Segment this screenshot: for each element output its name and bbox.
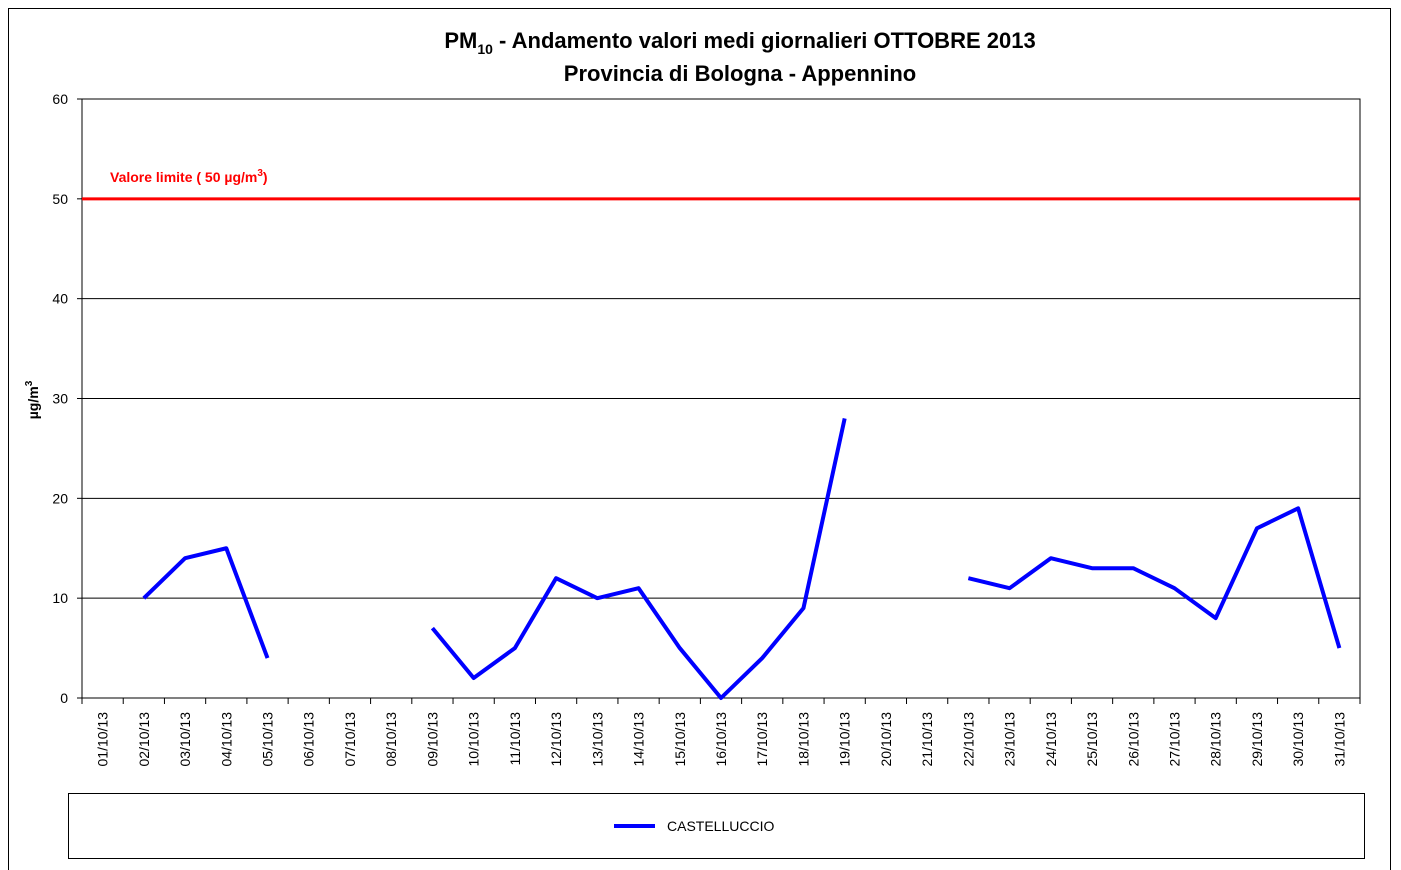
data-line [142,418,1342,700]
x-tick-label: 30/10/13 [1290,712,1306,767]
x-tick-label: 11/10/13 [507,712,523,766]
chart-subtitle: Provincia di Bologna - Appennino [564,61,916,86]
x-tick-label: 26/10/13 [1125,712,1141,767]
title-part: - Andamento valori medi giornalieri OTTO… [493,28,1036,53]
chart-title: PM10 - Andamento valori medi giornalieri… [444,28,1035,57]
limit-label-superscript: 3 [257,168,263,179]
x-tick-label: 25/10/13 [1084,712,1100,767]
y-tick-label: 60 [52,91,68,107]
x-tick-label: 05/10/13 [260,712,276,767]
x-tick-label: 08/10/13 [383,712,399,767]
x-tick-label: 16/10/13 [713,712,729,767]
y-label-superscript: 3 [24,380,35,386]
x-tick-label: 14/10/13 [631,712,647,767]
x-tick-label: 24/10/13 [1043,712,1059,767]
title-part: PM [444,28,477,53]
x-tick-label: 23/10/13 [1002,712,1018,767]
limit-label: Valore limite ( 50 µg/m3) [110,168,268,185]
chart-frame [8,8,1391,870]
x-tick-label: 02/10/13 [136,712,152,767]
x-tick-label: 20/10/13 [878,712,894,767]
x-tick-label: 29/10/13 [1249,712,1265,767]
y-tick-label: 20 [52,490,68,506]
x-tick-label: 19/10/13 [837,712,853,767]
x-tick-label: 17/10/13 [754,712,770,767]
x-tick-label: 07/10/13 [342,712,358,767]
x-tick-label: 27/10/13 [1166,712,1182,767]
x-tick-label: 01/10/13 [95,712,111,767]
limit-label-part: ) [263,169,268,185]
y-tick-label: 50 [52,191,68,207]
y-tick-label: 40 [52,291,68,307]
legend-box [68,793,1365,859]
x-tick-label: 06/10/13 [301,712,317,767]
x-tick-label: 12/10/13 [548,712,564,767]
title-subscript: 10 [477,41,493,57]
x-tick-label: 13/10/13 [589,712,605,767]
x-tick-label: 04/10/13 [218,712,234,767]
x-tick-label: 18/10/13 [795,712,811,767]
x-tick-label: 09/10/13 [424,712,440,767]
x-tick-label: 22/10/13 [960,712,976,767]
y-tick-label: 30 [52,391,68,407]
x-tick-label: 10/10/13 [466,712,482,767]
legend-label: CASTELLUCCIO [667,818,774,834]
x-tick-label: 15/10/13 [672,712,688,767]
y-tick-label: 0 [60,690,68,706]
y-axis-label: µg/m3 [24,380,41,419]
y-label-part: µg/m [25,386,41,419]
limit-label-part: Valore limite ( 50 µg/m [110,169,257,185]
x-tick-label: 03/10/13 [177,712,193,767]
y-tick-label: 10 [52,590,68,606]
x-tick-label: 21/10/13 [919,712,935,767]
x-tick-label: 28/10/13 [1208,712,1224,767]
x-tick-label: 31/10/13 [1331,712,1347,767]
